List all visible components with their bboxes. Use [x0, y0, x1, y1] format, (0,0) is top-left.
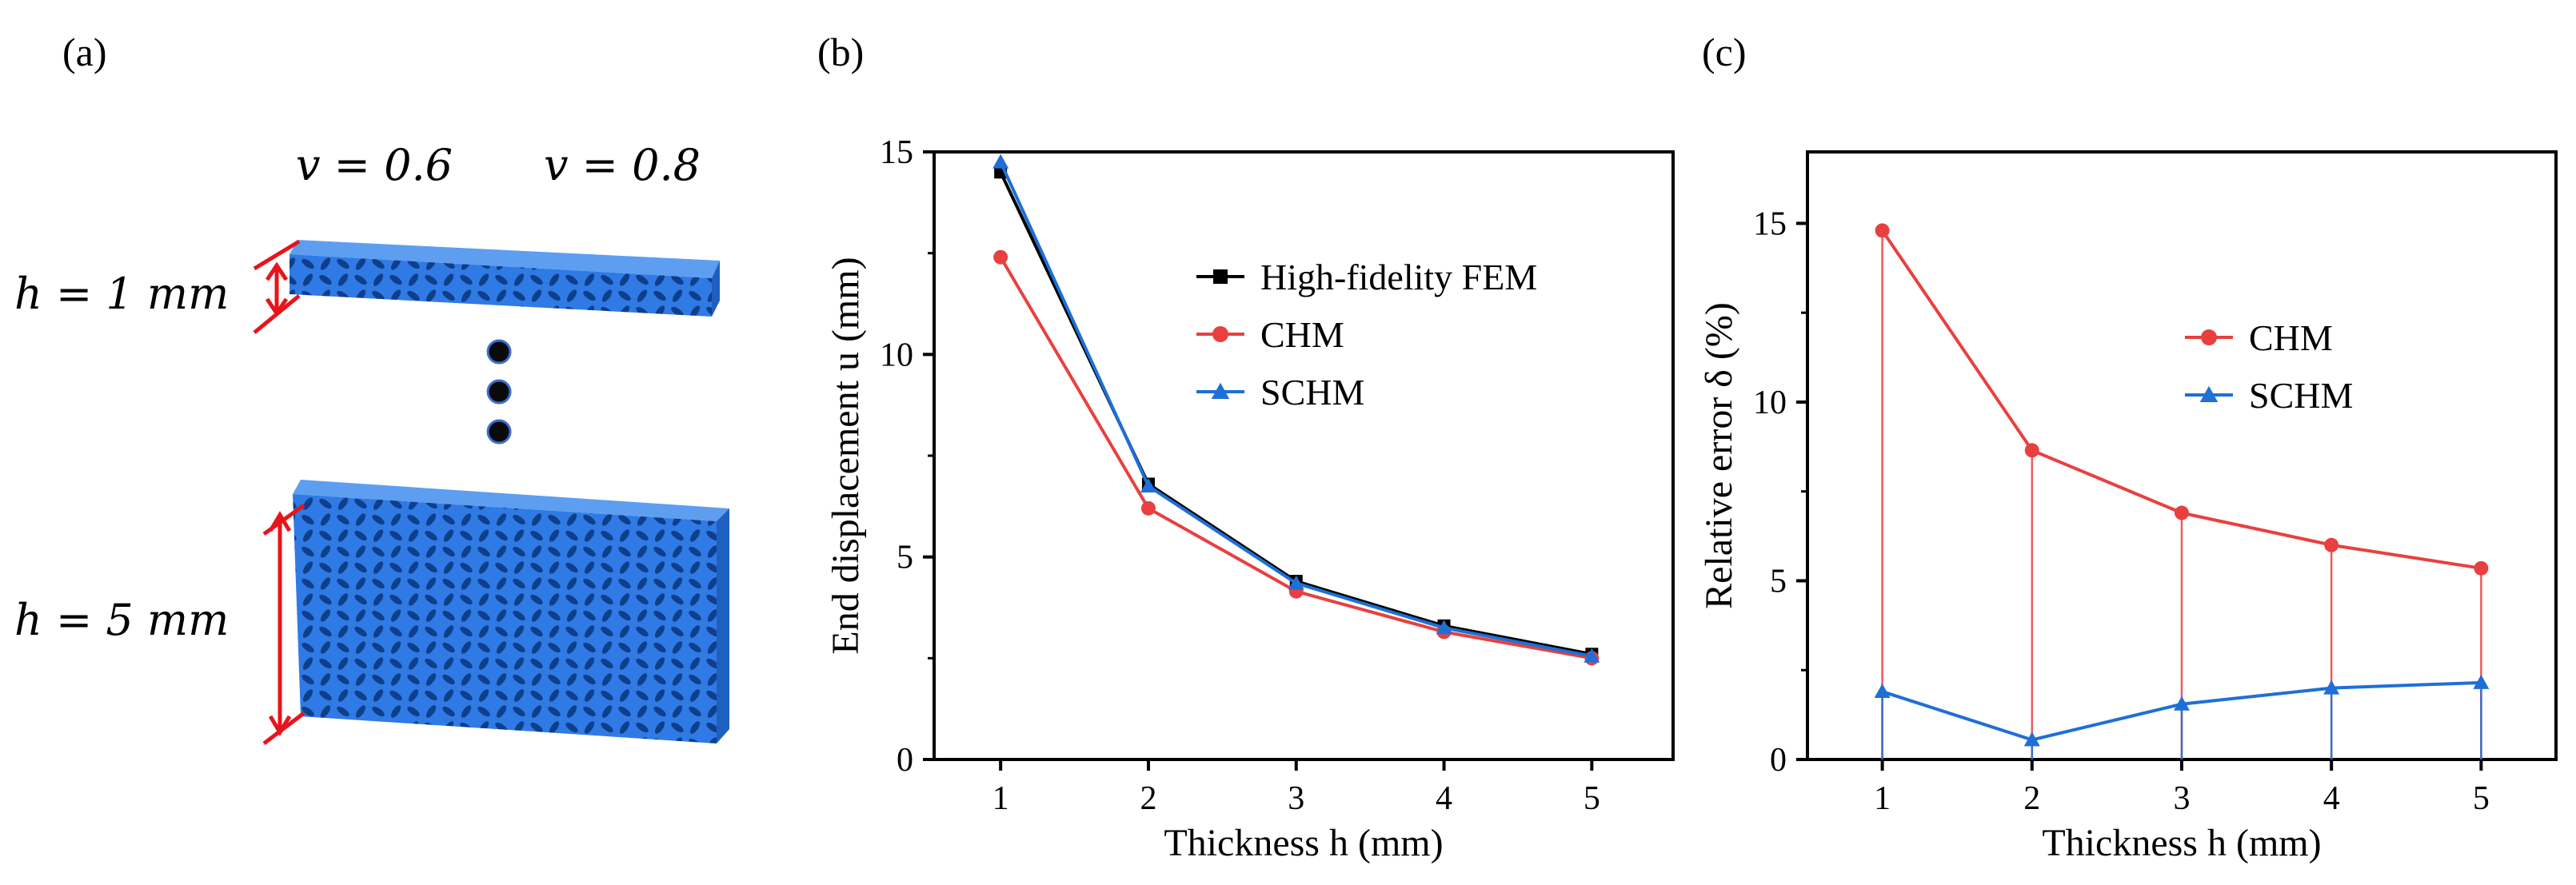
x-tick-label: 5	[1584, 780, 1600, 817]
data-point	[2323, 680, 2340, 695]
y-tick-label: 10	[880, 337, 913, 373]
panel-b-label: (b)	[817, 30, 864, 74]
x-tick-label: 1	[992, 780, 1009, 817]
panel-c-label: (c)	[1702, 30, 1747, 74]
legend-marker	[1212, 326, 1228, 342]
x-tick-label: 1	[1874, 780, 1891, 817]
legend-marker	[1213, 269, 1228, 284]
data-point	[1875, 223, 1890, 238]
v-label-0.8: v = 0.8	[544, 140, 701, 190]
y-tick-label: 15	[880, 134, 913, 171]
data-point	[2174, 696, 2190, 711]
thick-slab-h5	[293, 480, 729, 743]
x-tick-label: 2	[1140, 780, 1156, 817]
data-point	[2023, 732, 2040, 747]
data-point	[1436, 620, 1452, 635]
data-point	[2474, 560, 2489, 576]
data-point	[2024, 443, 2039, 458]
h-label-1mm: h = 1 mm	[14, 269, 229, 319]
x-tick-label: 2	[2023, 780, 2040, 817]
y-tick-label: 5	[897, 540, 913, 576]
legend-label: SCHM	[2249, 375, 2353, 416]
dimension-arrow-h5	[262, 503, 306, 745]
ellipsis-dot	[486, 339, 512, 365]
y-tick-label: 15	[1753, 205, 1787, 242]
legend-label: CHM	[1260, 314, 1344, 355]
y-axis-label: End displacement u (mm)	[825, 257, 867, 654]
x-axis-label: Thickness h (mm)	[1164, 822, 1443, 864]
data-point	[992, 153, 1009, 169]
data-point	[1140, 500, 1156, 516]
legend-marker	[2199, 385, 2219, 402]
data-point	[2175, 505, 2189, 520]
dimension-arrow-h1	[253, 239, 301, 334]
x-tick-label: 3	[1288, 780, 1304, 817]
panel-a-label: (a)	[62, 30, 107, 74]
data-point	[1874, 684, 1891, 699]
chart-c: 1 2 3 4 5 0 5 10 15 Thickness h (mm) Relative erro…	[1698, 150, 2558, 864]
panel-a: (a) v = 0.6 v = 0.8 h = 1 mm h = 5 mm	[14, 30, 729, 745]
legend-label: SCHM	[1260, 372, 1364, 413]
ellipsis-dot	[486, 419, 512, 444]
legend-marker	[1211, 382, 1230, 399]
ellipsis-dot	[486, 379, 512, 405]
y-tick-label: 0	[1770, 742, 1787, 779]
y-tick-label: 0	[897, 742, 913, 779]
h-label-5mm: h = 5 mm	[14, 595, 229, 645]
v-label-0.6: v = 0.6	[296, 140, 453, 190]
x-tick-label: 5	[2473, 780, 2490, 817]
data-point	[1288, 575, 1304, 590]
data-point	[1140, 478, 1156, 492]
y-tick-label: 5	[1770, 563, 1787, 600]
legend-label: High-fidelity FEM	[1260, 257, 1537, 297]
data-point	[993, 249, 1008, 265]
y-axis-label: Relative error δ (%)	[1698, 302, 1740, 609]
data-point	[1584, 648, 1600, 663]
thin-slab-h1	[290, 240, 720, 317]
chart-b: 1 2 3 4 5 0 5 10 15 Thickness h (mm) End displacem…	[825, 134, 1675, 864]
plot-frame	[933, 150, 1675, 761]
y-tick-label: 10	[1753, 385, 1787, 421]
legend-label: CHM	[2249, 317, 2333, 358]
x-axis-label: Thickness h (mm)	[2042, 822, 2321, 864]
x-tick-label: 4	[2323, 780, 2340, 817]
data-point	[2473, 674, 2490, 689]
x-tick-label: 3	[2174, 780, 2191, 817]
x-tick-label: 4	[1436, 780, 1452, 817]
legend-marker	[2201, 329, 2217, 345]
data-point	[2324, 537, 2339, 552]
